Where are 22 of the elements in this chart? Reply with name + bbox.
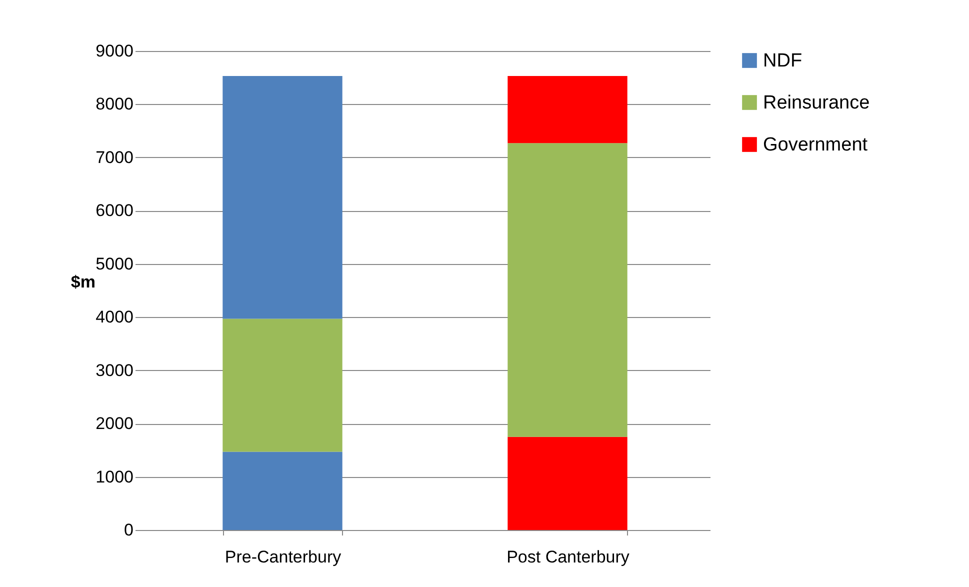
legend-label: Reinsurance [763, 92, 870, 114]
legend-label: Government [763, 134, 868, 156]
y-tick-label: 2000 [96, 414, 134, 434]
y-tick-label: 7000 [96, 148, 134, 167]
bar [508, 76, 628, 144]
y-tick-label: 3000 [96, 360, 134, 380]
legend-label: NDF [763, 50, 802, 72]
bar [222, 76, 342, 319]
y-tick-label: 5000 [96, 254, 134, 274]
y-tick-label: 0 [124, 520, 134, 540]
y-tick-label: 8000 [96, 94, 134, 114]
y-tick-label: 9000 [96, 42, 134, 60]
y-tick-label: 1000 [96, 467, 134, 486]
y-tick-label: 6000 [96, 201, 134, 220]
x-tick-label: Pre-Canterbury [224, 548, 342, 566]
bar [222, 318, 342, 452]
bar [508, 143, 628, 437]
bar [508, 436, 628, 530]
x-tick-label: Post Canterbury [506, 548, 630, 566]
bar [222, 452, 342, 530]
y-axis-title: $m [70, 272, 96, 292]
y-tick-label: 4000 [96, 308, 134, 327]
